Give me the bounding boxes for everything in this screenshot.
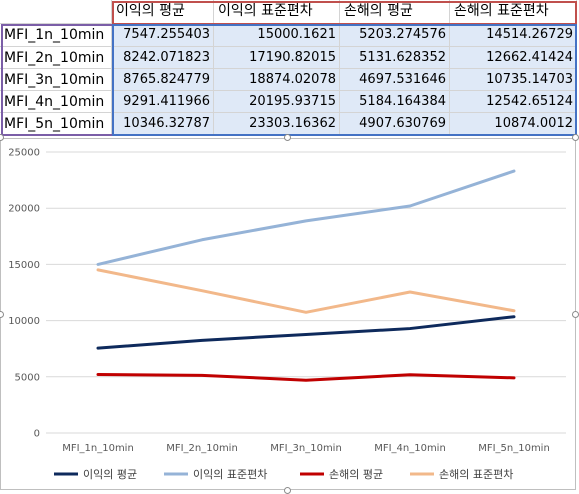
legend-label: 이익의 표준편차 — [193, 468, 267, 481]
header-cell-loss-mean[interactable]: 손해의 평균 — [340, 0, 450, 24]
row-label-cell[interactable]: MFI_2n_10min — [0, 47, 112, 69]
series-line — [96, 315, 516, 350]
y-tick-label: 0 — [34, 429, 40, 440]
y-tick-label: 25000 — [8, 148, 40, 159]
y-tick-label: 20000 — [8, 204, 40, 215]
legend-label: 손해의 표준편차 — [439, 467, 513, 481]
data-point — [306, 380, 307, 381]
data-cell[interactable]: 20195.93715 — [214, 91, 340, 113]
data-point — [98, 264, 99, 265]
data-cell[interactable]: 4697.531646 — [340, 69, 450, 91]
data-cell[interactable]: 10346.32787 — [112, 113, 214, 136]
x-tick-label: MFI_5n_10min — [478, 443, 550, 454]
data-point — [306, 334, 307, 335]
resize-handle-top-left[interactable] — [0, 134, 4, 141]
y-tick-label: 10000 — [8, 316, 40, 327]
data-cell[interactable]: 17190.82015 — [214, 47, 340, 69]
data-cell[interactable]: 18874.02078 — [214, 69, 340, 91]
data-cell[interactable]: 10874.0012 — [450, 113, 577, 136]
spreadsheet-range: 이익의 평균 이익의 표준편차 손해의 평균 손해의 표준편차 MFI_1n_1… — [0, 0, 579, 138]
data-point — [202, 290, 203, 291]
row-label-cell[interactable]: MFI_1n_10min — [0, 24, 112, 47]
data-point — [514, 377, 515, 378]
x-tick-label: MFI_2n_10min — [166, 443, 238, 454]
data-point — [202, 340, 203, 341]
y-tick-label: 5000 — [15, 372, 40, 383]
data-cell[interactable]: 8765.824779 — [112, 69, 214, 91]
data-point — [514, 316, 515, 317]
legend-label: 이익의 평균 — [83, 468, 137, 481]
resize-handle-middle-right[interactable] — [572, 311, 579, 318]
data-cell[interactable]: 14514.26729 — [450, 24, 577, 47]
data-cell[interactable]: 5184.164384 — [340, 91, 450, 113]
chart-area[interactable] — [0, 138, 576, 490]
series-line — [96, 169, 516, 266]
data-point — [306, 220, 307, 221]
row-label-cell[interactable]: MFI_4n_10min — [0, 91, 112, 113]
data-point — [98, 348, 99, 349]
data-cell[interactable]: 8242.071823 — [112, 47, 214, 69]
data-cell[interactable]: 7547.255403 — [112, 24, 214, 47]
data-point — [410, 328, 411, 329]
data-point — [202, 375, 203, 376]
data-point — [98, 269, 99, 270]
resize-handle-top-right[interactable] — [572, 134, 579, 141]
resize-handle-bottom-center[interactable] — [284, 487, 291, 494]
resize-handle-top-center[interactable] — [284, 134, 291, 141]
series-line — [96, 268, 516, 314]
resize-handle-middle-left[interactable] — [0, 311, 4, 318]
data-point — [410, 205, 411, 206]
data-cell[interactable]: 5203.274576 — [340, 24, 450, 47]
data-cell[interactable]: 15000.1621 — [214, 24, 340, 47]
header-cell-profit-std[interactable]: 이익의 표준편차 — [214, 0, 340, 24]
row-label-cell[interactable]: MFI_3n_10min — [0, 69, 112, 91]
data-point — [514, 171, 515, 172]
line-chart: 0 5000 10000 15000 20000 25000 MFI_1n_10min MFI… — [8, 148, 566, 481]
legend-label: 손해의 평균 — [329, 467, 383, 481]
header-cell-loss-std[interactable]: 손해의 표준편차 — [450, 0, 577, 24]
data-cell[interactable]: 10735.14703 — [450, 69, 577, 91]
data-point — [202, 239, 203, 240]
y-tick-label: 15000 — [8, 260, 40, 271]
data-cell[interactable]: 5131.628352 — [340, 47, 450, 69]
data-cell[interactable]: 23303.16362 — [214, 113, 340, 136]
data-point — [98, 374, 99, 375]
data-point — [514, 310, 515, 311]
data-point — [306, 312, 307, 313]
row-label-cell[interactable]: MFI_5n_10min — [0, 113, 112, 136]
data-cell[interactable]: 12662.41424 — [450, 47, 577, 69]
x-tick-label: MFI_4n_10min — [374, 443, 446, 454]
x-tick-label: MFI_1n_10min — [62, 443, 134, 454]
data-cell[interactable]: 4907.630769 — [340, 113, 450, 136]
data-cell[interactable]: 9291.411966 — [112, 91, 214, 113]
corner-cell[interactable] — [0, 0, 112, 24]
data-point — [410, 292, 411, 293]
data-point — [410, 374, 411, 375]
data-cell[interactable]: 12542.65124 — [450, 91, 577, 113]
series-line — [96, 373, 516, 382]
header-cell-profit-mean[interactable]: 이익의 평균 — [112, 0, 214, 24]
x-tick-label: MFI_3n_10min — [270, 443, 342, 454]
